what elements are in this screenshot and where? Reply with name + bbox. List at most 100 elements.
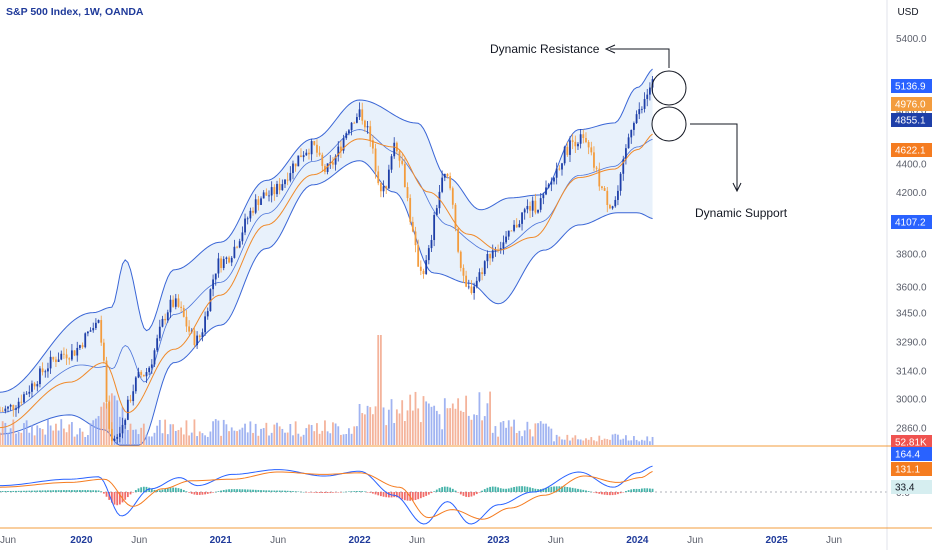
support-arrow-head (732, 182, 742, 193)
candle-body (638, 109, 641, 115)
candle-body (353, 122, 356, 124)
candle-body (510, 230, 513, 232)
macd-histogram-bar (430, 492, 433, 494)
macd-histogram-bar (627, 490, 630, 492)
macd-histogram-bar (116, 492, 119, 506)
candle-body (182, 307, 185, 317)
candle-body (617, 190, 619, 200)
macd-histogram-bar (15, 490, 17, 492)
macd-histogram-bar (489, 486, 491, 492)
volume-bar (132, 429, 135, 445)
macd-histogram-bar (555, 486, 558, 492)
candle-body (446, 173, 449, 177)
volume-bar (110, 393, 113, 445)
macd-histogram-bar (262, 490, 265, 492)
volume-bar (166, 434, 169, 445)
volume-bar (174, 430, 177, 445)
candle-body (65, 354, 68, 359)
macd-histogram-bar (475, 492, 478, 495)
macd-histogram-bar (403, 492, 406, 501)
candle-body (422, 270, 425, 274)
macd-histogram-bar (76, 490, 79, 492)
macd-histogram-bar (68, 490, 71, 492)
volume-bar (36, 425, 39, 445)
candle-body (126, 399, 129, 420)
candle-body (55, 359, 57, 362)
volume-bar (395, 409, 398, 445)
macd-histogram-bar (236, 489, 238, 492)
macd-histogram-bar (121, 492, 124, 503)
volume-bar (515, 433, 518, 445)
volume-bar (49, 425, 52, 445)
candle-body (529, 205, 531, 211)
volume-bar (236, 431, 238, 445)
candle-body (462, 267, 465, 276)
volume-bar (286, 432, 289, 445)
macd-histogram-bar (73, 490, 76, 492)
candle-body (633, 123, 635, 130)
volume-bar (537, 423, 539, 445)
macd-histogram-bar (329, 492, 332, 493)
volume-bar (502, 420, 505, 445)
volume-bar (25, 420, 28, 445)
volume-bar (150, 436, 153, 445)
volume-bar (630, 440, 633, 445)
candle-body (313, 141, 316, 145)
candle-body (435, 208, 438, 216)
candle-body (214, 273, 217, 280)
volume-bar (433, 405, 436, 445)
volume-bar (0, 432, 1, 445)
candle-body (491, 250, 494, 259)
x-tick-label: 2021 (210, 535, 233, 546)
volume-bar (55, 423, 57, 445)
macd-histogram-bar (507, 488, 510, 492)
candle-body (361, 109, 364, 121)
candle-body (582, 134, 585, 139)
volume-bar (585, 438, 587, 445)
macd-histogram-bar (265, 490, 268, 492)
macd-histogram-bar (164, 488, 167, 492)
candle-body (547, 184, 550, 188)
volume-bar (638, 441, 641, 445)
macd-histogram-bar (569, 487, 571, 492)
currency-label[interactable]: USD (897, 7, 919, 18)
macd-histogram-bar (334, 492, 337, 493)
volume-bar (249, 421, 252, 445)
volume-bar (467, 415, 470, 445)
macd-histogram-bar (273, 490, 276, 492)
macd-histogram-bar (276, 490, 278, 492)
candle-body (441, 177, 444, 192)
candle-body (648, 87, 651, 95)
volume-bar (518, 430, 521, 445)
macd-label-box (891, 447, 932, 461)
volume-bar (324, 420, 326, 445)
volume-bar (566, 434, 569, 445)
volume-bar (257, 435, 260, 445)
macd-histogram-bar (593, 492, 595, 493)
macd-histogram-bar (417, 492, 420, 500)
macd-histogram-bar (590, 491, 593, 493)
macd-histogram-bar (113, 492, 116, 505)
macd-histogram-bar (566, 487, 569, 492)
macd-histogram-bar (212, 492, 214, 493)
macd-histogram-bar (577, 488, 579, 492)
candle-body (1, 410, 4, 412)
candle-body (340, 146, 342, 151)
candle-body (579, 134, 582, 144)
macd-histogram-bar (435, 489, 438, 492)
candle-body (332, 162, 334, 165)
price-label-box (891, 143, 932, 157)
candle-body (244, 218, 246, 233)
volume-bar (526, 421, 529, 445)
macd-histogram-bar (292, 491, 294, 492)
candle-body (483, 261, 486, 275)
macd-histogram-bar (148, 487, 151, 492)
price-label-text: 4976.0 (895, 100, 926, 111)
macd-histogram-bar (483, 489, 486, 492)
volume-bar (459, 410, 462, 445)
volume-bar (606, 439, 609, 445)
candle-body (513, 224, 515, 231)
candle-body (100, 320, 103, 343)
volume-bar (172, 424, 175, 445)
